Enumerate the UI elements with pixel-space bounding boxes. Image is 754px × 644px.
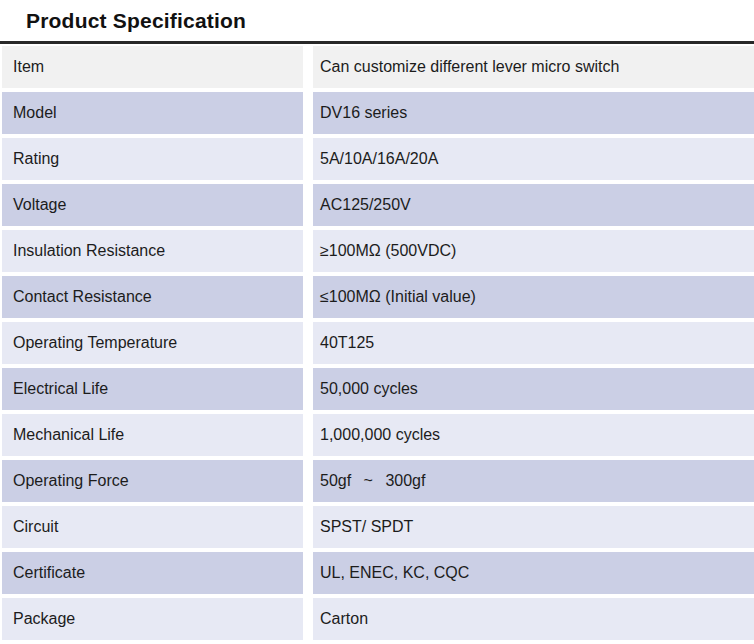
spec-label-cell: Mechanical Life: [2, 414, 303, 456]
spec-value-cell: UL, ENEC, KC, CQC: [313, 552, 754, 594]
table-row: Operating Temperature 40T125: [2, 322, 754, 364]
spec-value-cell: 5A/10A/16A/20A: [313, 138, 754, 180]
spec-label-cell: Contact Resistance: [2, 276, 303, 318]
table-row: Item Can customize different lever micro…: [2, 46, 754, 88]
page-title: Product Specification: [0, 0, 754, 33]
spec-label-cell: Package: [2, 598, 303, 640]
table-row: Operating Force 50gf ~ 300gf: [2, 460, 754, 502]
spec-label-cell: Operating Temperature: [2, 322, 303, 364]
spec-value-cell: 1,000,000 cycles: [313, 414, 754, 456]
spec-label-cell: Operating Force: [2, 460, 303, 502]
table-row: Insulation Resistance ≥100MΩ (500VDC): [2, 230, 754, 272]
spec-value-cell: Carton: [313, 598, 754, 640]
spec-label-cell: Model: [2, 92, 303, 134]
spec-value-cell: Can customize different lever micro swit…: [313, 46, 754, 88]
table-row: Model DV16 series: [2, 92, 754, 134]
spec-value-cell: 50gf ~ 300gf: [313, 460, 754, 502]
spec-label-cell: Certificate: [2, 552, 303, 594]
table-row: Package Carton: [2, 598, 754, 640]
table-row: Contact Resistance ≤100MΩ (Initial value…: [2, 276, 754, 318]
spec-value-cell: ≥100MΩ (500VDC): [313, 230, 754, 272]
spec-value-cell: 50,000 cycles: [313, 368, 754, 410]
table-row: Mechanical Life 1,000,000 cycles: [2, 414, 754, 456]
spec-label-cell: Voltage: [2, 184, 303, 226]
spec-value-cell: SPST/ SPDT: [313, 506, 754, 548]
spec-value-cell: ≤100MΩ (Initial value): [313, 276, 754, 318]
spec-value-cell: AC125/250V: [313, 184, 754, 226]
spec-label-cell: Insulation Resistance: [2, 230, 303, 272]
table-row: Electrical Life 50,000 cycles: [2, 368, 754, 410]
spec-value-cell: 40T125: [313, 322, 754, 364]
spec-value-cell: DV16 series: [313, 92, 754, 134]
table-row: Certificate UL, ENEC, KC, CQC: [2, 552, 754, 594]
table-row: Rating 5A/10A/16A/20A: [2, 138, 754, 180]
spec-label-cell: Circuit: [2, 506, 303, 548]
product-spec-page: Product Specification Item Can customize…: [0, 0, 754, 644]
spec-label-cell: Electrical Life: [2, 368, 303, 410]
table-row: Circuit SPST/ SPDT: [2, 506, 754, 548]
spec-label-cell: Rating: [2, 138, 303, 180]
table-row: Voltage AC125/250V: [2, 184, 754, 226]
spec-table: Item Can customize different lever micro…: [0, 41, 754, 640]
spec-label-cell: Item: [2, 46, 303, 88]
